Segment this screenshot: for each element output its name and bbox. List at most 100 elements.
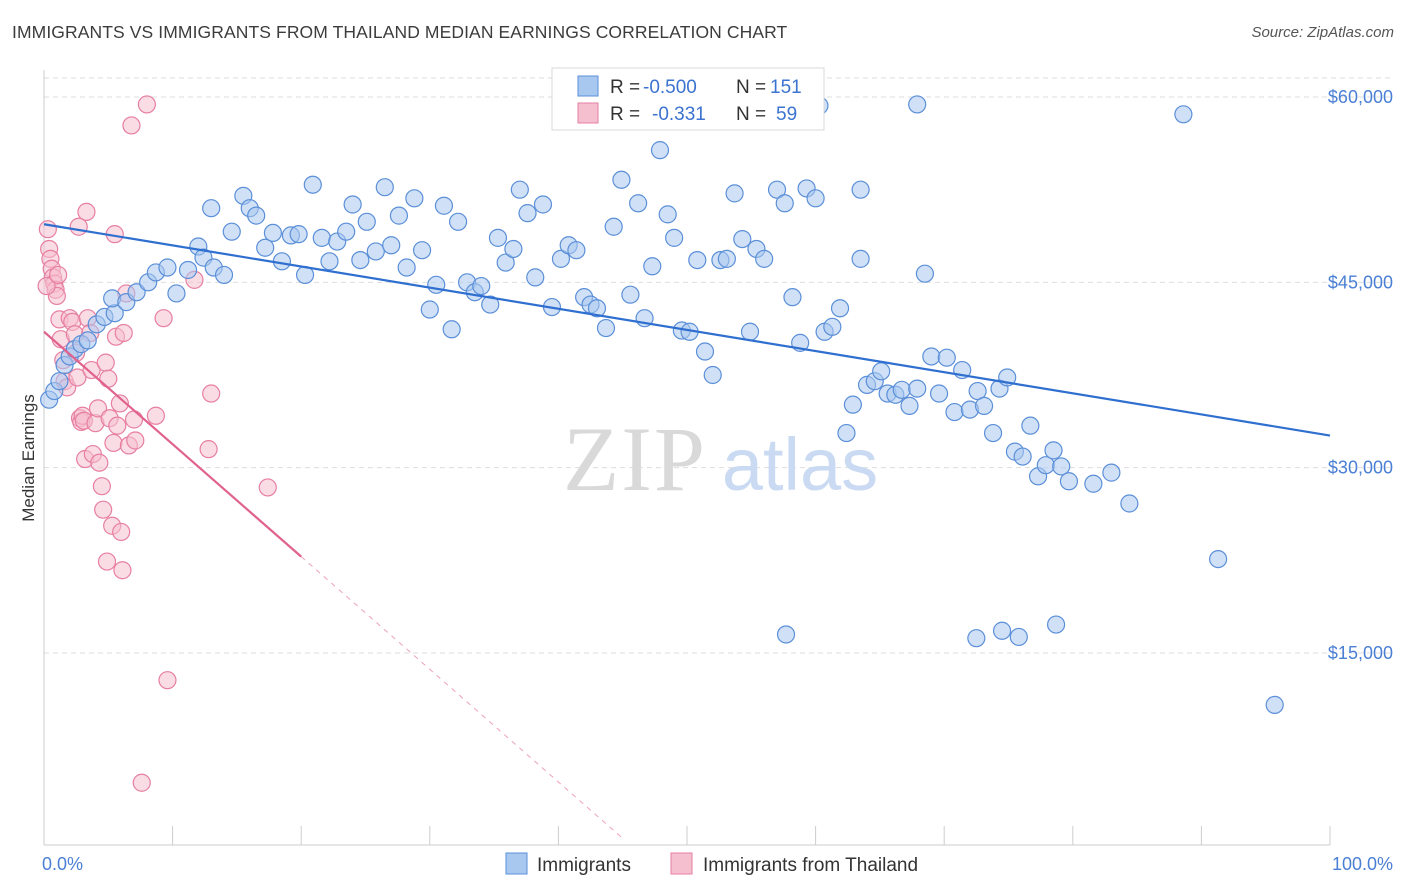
legend-swatch-pink xyxy=(577,102,599,124)
thailand-point-43 xyxy=(112,522,131,542)
immigrants-point-23 xyxy=(202,199,221,218)
immigrants-point-144 xyxy=(1265,695,1284,714)
thailand-point-57 xyxy=(258,478,277,497)
immigrants-point-7 xyxy=(78,331,97,350)
immigrants-point-49 xyxy=(420,300,439,319)
immigrants-point-16 xyxy=(158,258,177,277)
thailand-point-52 xyxy=(154,309,173,328)
immigrants-point-127 xyxy=(1013,447,1032,466)
immigrants-point-105 xyxy=(851,249,870,268)
thailand-point-61 xyxy=(49,265,68,285)
bottom-legend-swatch-thailand xyxy=(670,852,693,875)
immigrants-point-112 xyxy=(900,396,919,415)
immigrants-point-118 xyxy=(945,402,964,422)
immigrants-point-57 xyxy=(481,295,500,314)
thailand-point-53 xyxy=(158,671,177,690)
thailand-points xyxy=(37,95,277,792)
thailand-point-45 xyxy=(114,323,133,343)
immigrants-point-143 xyxy=(1209,549,1228,569)
immigrants-point-47 xyxy=(405,189,424,208)
immigrants-point-71 xyxy=(587,299,607,318)
immigrants-point-32 xyxy=(289,225,308,244)
immigrants-point-139 xyxy=(1102,463,1121,482)
watermark: ZIP atlas xyxy=(563,408,878,510)
immigrants-point-86 xyxy=(703,365,722,385)
immigrants-point-101 xyxy=(823,317,842,336)
x-tick-label-max: 100.0% xyxy=(1332,854,1393,874)
series-legend: Immigrants Immigrants from Thailand xyxy=(505,852,918,876)
immigrants-point-117 xyxy=(937,348,956,367)
thailand-point-30 xyxy=(90,453,109,472)
immigrants-point-28 xyxy=(256,238,275,257)
thailand-point-55 xyxy=(199,440,218,459)
trend-lines xyxy=(43,223,1331,839)
immigrants-point-142 xyxy=(1174,105,1193,124)
legend-n-label-blue: N = xyxy=(736,77,766,98)
immigrants-point-122 xyxy=(974,396,994,415)
immigrants-point-116 xyxy=(929,384,949,403)
immigrants-point-91 xyxy=(740,322,760,341)
axes xyxy=(43,70,1331,846)
chart-title: IMMIGRANTS VS IMMIGRANTS FROM THAILAND M… xyxy=(12,22,788,42)
immigrants-point-131 xyxy=(1044,441,1063,460)
immigrants-point-64 xyxy=(533,195,553,214)
immigrants-point-137 xyxy=(1009,627,1028,647)
immigrants-point-89 xyxy=(725,184,744,203)
immigrants-point-123 xyxy=(983,423,1003,443)
immigrants-point-108 xyxy=(872,362,891,381)
immigrants-point-43 xyxy=(375,178,394,197)
immigrants-point-59 xyxy=(496,253,515,272)
immigrants-point-45 xyxy=(389,206,409,225)
legend-n-value-pink: 59 xyxy=(776,104,797,125)
thailand-point-34 xyxy=(97,552,117,571)
x-tick-label-min: 0.0% xyxy=(42,854,83,874)
thailand-point-60 xyxy=(37,276,56,296)
immigrants-point-17 xyxy=(167,284,186,303)
thailand-point-33 xyxy=(96,353,115,372)
thailand-point-38 xyxy=(104,433,123,453)
thailand-trend-extension xyxy=(300,556,624,839)
immigrants-point-66 xyxy=(551,249,571,268)
legend-r-label-blue: R = xyxy=(610,77,640,98)
immigrants-trend-line xyxy=(43,223,1331,437)
immigrants-point-18 xyxy=(178,260,198,280)
immigrants-point-24 xyxy=(222,222,241,241)
immigrants-point-85 xyxy=(695,342,715,361)
immigrants-point-76 xyxy=(629,194,648,213)
immigrants-point-73 xyxy=(604,217,623,236)
watermark-zip: ZIP xyxy=(563,408,707,510)
bottom-legend-label-thailand: Immigrants from Thailand xyxy=(703,855,918,876)
immigrants-point-99 xyxy=(806,189,825,208)
bottom-legend-label-immigrants: Immigrants xyxy=(537,855,631,876)
immigrants-point-88 xyxy=(717,249,736,268)
immigrants-point-46 xyxy=(397,258,416,277)
immigrants-point-29 xyxy=(263,223,283,243)
thailand-point-51 xyxy=(146,406,165,425)
immigrants-point-138 xyxy=(1046,615,1066,634)
immigrants-point-61 xyxy=(510,180,529,199)
y-axis-title: Median Earnings xyxy=(19,394,38,522)
immigrants-point-38 xyxy=(337,222,356,241)
immigrants-point-93 xyxy=(755,249,774,268)
immigrants-point-60 xyxy=(504,239,523,259)
legend-n-label-pink: N = xyxy=(736,104,766,125)
thailand-point-59 xyxy=(137,95,156,114)
correlation-legend: R = -0.500 N = 151 R = -0.331 N = 59 xyxy=(551,67,825,131)
immigrants-point-35 xyxy=(312,228,331,247)
immigrants-point-2 xyxy=(50,372,69,391)
immigrants-point-145 xyxy=(776,625,796,644)
immigrants-point-81 xyxy=(665,228,684,247)
immigrants-point-39 xyxy=(343,195,362,214)
immigrants-points xyxy=(40,95,1284,714)
thailand-point-41 xyxy=(108,416,127,435)
immigrants-point-68 xyxy=(567,241,586,260)
gridlines xyxy=(44,77,1394,654)
immigrants-point-13 xyxy=(127,283,146,302)
immigrants-point-115 xyxy=(922,347,941,366)
immigrants-point-53 xyxy=(448,212,468,231)
immigrants-point-41 xyxy=(357,212,376,231)
thailand-point-29 xyxy=(88,399,108,418)
immigrants-point-103 xyxy=(837,423,856,443)
immigrants-point-132 xyxy=(1052,457,1071,476)
